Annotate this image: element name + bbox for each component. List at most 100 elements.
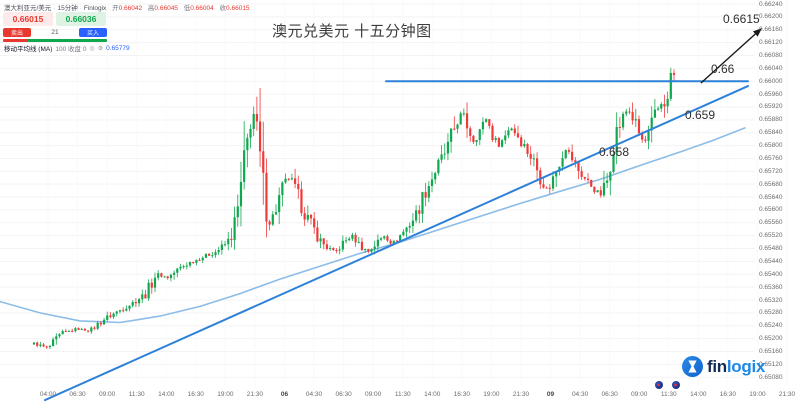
price-tick-label: 0.65200 [759,335,783,343]
price-tick-label: 0.65880 [759,116,783,124]
price-tick-label: 0.65760 [759,154,783,162]
spread-value: 21 [51,29,59,36]
buy-sentiment-segment [27,39,107,42]
price-tick-label: 0.66000 [759,77,783,85]
time-tick-label: 14:00 [424,391,441,398]
price-tick-label: 0.65080 [759,373,783,381]
price-tick-label: 0.66120 [759,39,783,47]
low-value: 0.66004 [190,5,214,12]
price-tick-label: 0.65480 [759,245,783,253]
price-axis[interactable]: 0.66240 0.66200 0.66160 0.66120 0.66080 0.660… [757,0,800,403]
time-tick-label: 06:30 [69,391,86,398]
high-value: 0.66045 [154,5,178,12]
separator: · [79,5,82,12]
price-tick-label: 0.65440 [759,257,783,265]
target-price-label: 0.6615 [723,12,760,26]
ask-price-box[interactable]: 0.66036 [56,12,106,26]
bid-price-box[interactable]: 0.66015 [3,12,53,26]
time-tick-label: 06:30 [601,391,618,398]
finlogix-logo-text: finlogix [707,356,766,376]
time-tick-label: 04:00 [39,391,57,398]
time-tick-label: 16:30 [453,391,470,398]
price-tick-label: 0.65920 [759,103,783,111]
ma-params: 100 收盘 0 [55,46,87,53]
time-tick-label: 09:00 [631,391,648,398]
price-tick-label: 0.66160 [759,26,783,34]
ma-value: 0.65779 [106,44,130,52]
price-tick-label: 0.65520 [759,232,783,240]
support-prev-price-label: 0.658 [599,145,630,159]
au-flag-event-icon[interactable] [672,381,680,389]
price-tick-label: 0.65240 [759,322,783,330]
price-tick-label: 0.65560 [759,219,783,227]
symbol-name[interactable]: 澳大利亚元/美元 [4,5,52,12]
time-tick-label: 09:00 [365,391,382,398]
time-tick-label: 21:30 [246,391,264,398]
ma-indicator-legend[interactable]: 移动平均线 (MA) 100 收盘 0 ◎ ⚙ 0.65779 [4,43,130,54]
resistance-price-label: 0.66 [711,62,735,76]
separator: · [53,5,56,12]
eye-icon[interactable]: ◎ [89,45,95,52]
close-value: 0.66015 [226,5,250,12]
price-tick-label: 0.65600 [759,206,783,214]
time-tick-label: 11:30 [660,391,677,398]
finlogix-logo-icon [682,356,703,377]
au-flag-event-icon[interactable] [655,381,663,389]
time-tick-label: 16:30 [187,391,204,398]
open-value: 0.66042 [118,5,143,12]
close-label: 收 [219,5,227,12]
price-tick-label: 0.65800 [759,142,783,150]
sentiment-bar [3,39,107,42]
support-now-price-label: 0.659 [685,108,716,122]
symbol-line[interactable]: 澳大利亚元/美元 · 15分钟 · Finlogix 开0.66042 高0.66045… [4,2,250,12]
price-tick-label: 0.65360 [759,283,783,291]
finlogix-logo[interactable]: finlogix [682,356,765,377]
gear-icon[interactable]: ⚙ [97,45,104,52]
time-tick-label: 19:00 [749,391,766,398]
ma-name: 移动平均线 (MA) [4,46,53,53]
time-tick-label: 16:30 [719,391,737,398]
quote-panel: 0.66015 0.66036 卖出 21 买入 [3,12,107,42]
low-label: 低 [183,5,191,12]
price-tick-label: 0.66240 [759,0,783,8]
price-tick-label: 0.65640 [759,193,783,201]
price-tick-label: 0.65840 [759,129,783,137]
price-tick-label: 0.65280 [759,309,783,317]
buy-button[interactable]: 买入 [78,28,107,37]
time-tick-label: 21:30 [512,391,530,398]
page-title: 澳元兑美元 十五分钟图 [272,23,432,40]
sell-sentiment-segment [3,39,28,42]
price-tick-label: 0.66080 [759,51,783,59]
open-label: 开 [112,5,119,12]
time-tick-label: 21:30 [778,391,796,398]
time-tick-label: 14:00 [690,391,707,398]
price-tick-label: 0.65960 [759,90,783,98]
price-tick-label: 0.65680 [759,180,783,188]
time-tick-label: 06 [280,391,289,398]
time-tick-label: 19:00 [483,391,500,398]
price-tick-label: 0.66200 [759,13,783,21]
time-axis[interactable]: 04:00 06:30 09:00 11:30 14:00 16:30 19:00 21:30… [0,386,795,403]
time-tick-label: 09 [546,391,555,398]
time-tick-label: 19:00 [217,391,234,398]
time-tick-label: 14:00 [158,391,175,398]
sell-button[interactable]: 卖出 [3,28,31,37]
time-tick-label: 04:30 [305,391,323,398]
time-tick-label: 04:30 [571,391,589,398]
price-tick-label: 0.65160 [759,347,783,355]
price-tick-label: 0.65720 [759,167,783,175]
chart-header: 澳大利亚元/美元 · 15分钟 · Finlogix 开0.66042 高0.66045… [4,2,250,12]
high-label: 高 [147,5,155,12]
price-tick-label: 0.65400 [759,270,783,278]
time-tick-label: 09:00 [98,391,116,398]
time-tick-label: 11:30 [128,391,145,398]
interval-label[interactable]: 15分钟 [57,5,78,12]
provider-label: Finlogix [83,5,107,12]
price-tick-label: 0.65320 [759,296,783,304]
time-tick-label: 06:30 [335,391,352,398]
price-tick-label: 0.66040 [759,64,783,72]
price-tick-label: 0.65120 [759,360,783,368]
time-tick-label: 11:30 [394,391,411,398]
